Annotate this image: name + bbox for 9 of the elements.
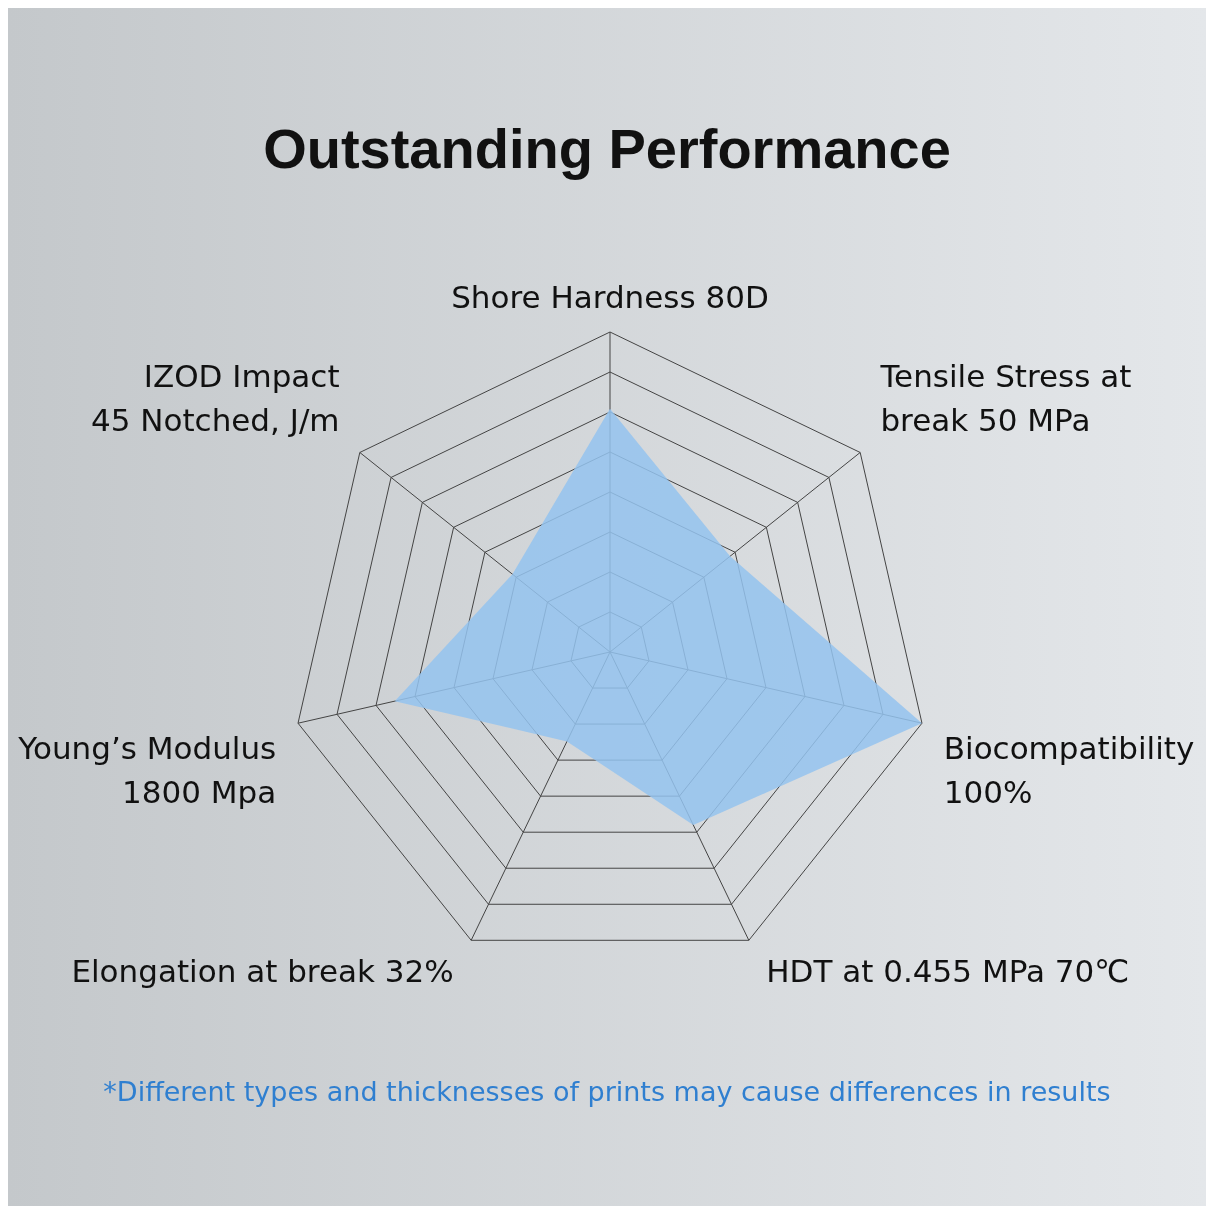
spoke-label: IZOD Impact 45 Notched, J/m	[91, 358, 340, 439]
spoke-label: Shore Hardness 80D	[451, 279, 769, 315]
spoke-label: Tensile Stress at break 50 MPa	[879, 358, 1132, 439]
spoke-label: Young’s Modulus 1800 Mpa	[17, 729, 277, 810]
spoke-label: HDT at 0.455 MPa 70℃	[766, 952, 1130, 989]
chart-title: Outstanding Performance	[262, 116, 952, 182]
spoke-label: Biocompatibility 100%	[943, 729, 1195, 810]
spoke-label: Elongation at break 32%	[71, 952, 454, 989]
text: *Different types and thicknesses of prints may cause differences in results	[102, 1076, 1112, 1107]
